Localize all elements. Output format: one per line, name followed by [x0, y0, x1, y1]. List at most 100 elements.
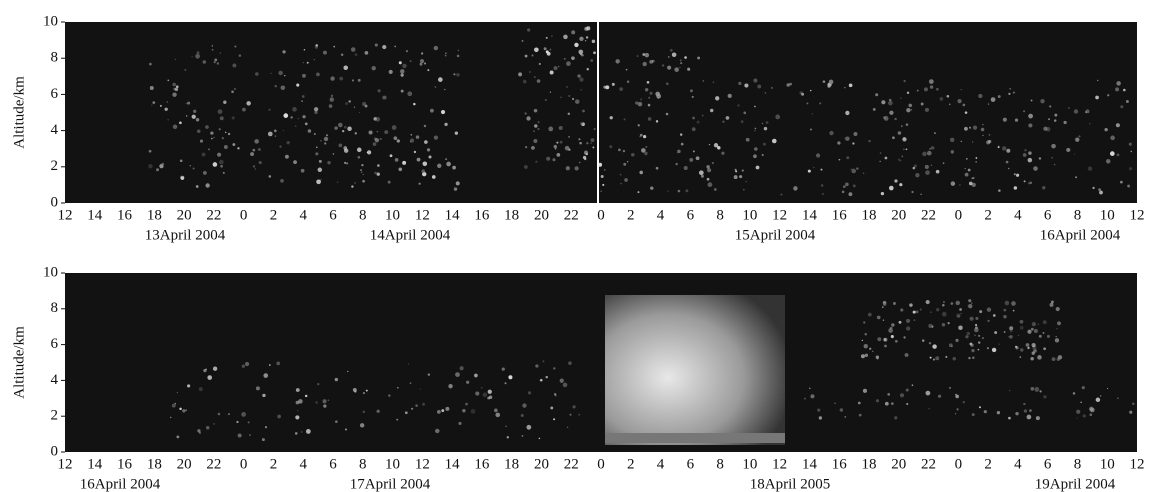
backscatter-speck	[820, 168, 823, 171]
backscatter-speck	[842, 185, 846, 188]
backscatter-speck	[156, 168, 160, 172]
backscatter-speck	[216, 62, 220, 65]
backscatter-speck	[900, 97, 902, 99]
x-tick-label: 2	[984, 456, 992, 472]
backscatter-speck	[508, 375, 513, 380]
backscatter-speck	[274, 84, 277, 88]
backscatter-speck	[586, 26, 591, 31]
backscatter-speck	[822, 80, 826, 83]
backscatter-speck	[637, 191, 640, 194]
backscatter-speck	[433, 45, 439, 51]
backscatter-speck	[553, 418, 556, 421]
backscatter-speck	[925, 170, 930, 175]
backscatter-speck	[176, 435, 180, 439]
backscatter-speck	[1034, 387, 1040, 392]
backscatter-speck	[219, 116, 224, 121]
backscatter-speck	[213, 60, 216, 64]
backscatter-speck	[845, 182, 849, 187]
backscatter-speck	[407, 363, 410, 365]
backscatter-speck	[231, 90, 234, 94]
backscatter-speck	[679, 66, 681, 69]
backscatter-speck	[391, 125, 397, 130]
backscatter-speck	[538, 62, 541, 66]
backscatter-speck	[205, 425, 210, 430]
backscatter-speck	[883, 337, 887, 342]
x-tick-label: 4	[1014, 207, 1022, 223]
backscatter-speck	[487, 389, 492, 394]
x-tick-label: 2	[270, 207, 278, 223]
backscatter-speck	[357, 155, 361, 159]
backscatter-speck	[195, 185, 199, 188]
backscatter-speck	[400, 69, 405, 74]
backscatter-speck	[354, 132, 357, 135]
x-tick-label: 20	[534, 207, 549, 223]
backscatter-speck	[1107, 94, 1110, 97]
backscatter-speck	[644, 52, 650, 58]
backscatter-speck	[531, 145, 535, 150]
backscatter-speck	[236, 420, 239, 424]
backscatter-speck	[578, 413, 581, 416]
backscatter-speck	[955, 300, 960, 306]
backscatter-speck	[987, 103, 990, 105]
backscatter-speck	[899, 393, 905, 398]
backscatter-speck	[624, 178, 628, 182]
backscatter-speck	[1028, 151, 1032, 155]
backscatter-speck	[695, 156, 700, 161]
backscatter-speck	[424, 140, 428, 144]
backscatter-speck	[328, 104, 333, 108]
backscatter-speck	[409, 382, 412, 385]
backscatter-speck	[994, 331, 998, 335]
x-tick-label: 20	[534, 456, 549, 472]
backscatter-speck	[689, 158, 694, 162]
backscatter-speck	[955, 338, 959, 342]
cloud-region	[605, 295, 785, 445]
backscatter-speck	[947, 321, 950, 325]
backscatter-speck	[565, 166, 570, 171]
backscatter-speck	[955, 394, 959, 399]
backscatter-speck	[964, 172, 969, 177]
backscatter-speck	[1019, 319, 1024, 324]
backscatter-speck	[241, 412, 247, 417]
backscatter-speck	[482, 392, 488, 398]
backscatter-speck	[273, 129, 277, 133]
backscatter-speck	[152, 101, 156, 104]
x-tick-label: 4	[299, 207, 307, 223]
date-label: 19April 2004	[1035, 476, 1116, 492]
x-tick-label: 22	[564, 456, 579, 472]
backscatter-speck	[872, 107, 876, 111]
x-tick-label: 12	[772, 456, 787, 472]
backscatter-speck	[829, 130, 834, 136]
cloud-base	[605, 433, 785, 443]
backscatter-speck	[867, 312, 872, 317]
backscatter-speck	[1043, 395, 1047, 399]
backscatter-speck	[1127, 184, 1131, 188]
backscatter-speck	[413, 102, 416, 106]
x-tick-label: 12	[772, 207, 787, 223]
x-tick-label: 12	[1130, 456, 1145, 472]
backscatter-speck	[971, 413, 975, 417]
backscatter-speck	[371, 66, 376, 71]
backscatter-speck	[753, 78, 758, 83]
backscatter-speck	[179, 159, 183, 163]
backscatter-speck	[356, 147, 362, 153]
backscatter-speck	[706, 165, 710, 169]
backscatter-speck	[1009, 335, 1013, 339]
backscatter-speck	[189, 165, 191, 167]
backscatter-speck	[389, 154, 393, 158]
backscatter-speck	[580, 122, 583, 126]
backscatter-speck	[978, 93, 983, 99]
x-tick-label: 14	[802, 207, 818, 223]
backscatter-speck	[625, 68, 628, 71]
backscatter-speck	[882, 319, 885, 321]
backscatter-speck	[734, 168, 737, 171]
backscatter-speck	[698, 170, 704, 176]
backscatter-speck	[205, 125, 209, 129]
x-tick-label: 6	[1044, 207, 1052, 223]
backscatter-speck	[600, 174, 604, 178]
backscatter-speck	[1081, 386, 1085, 390]
backscatter-speck	[894, 179, 898, 183]
backscatter-speck	[198, 431, 201, 434]
backscatter-speck	[1066, 147, 1071, 153]
backscatter-speck	[691, 127, 696, 132]
backscatter-speck	[302, 61, 304, 64]
